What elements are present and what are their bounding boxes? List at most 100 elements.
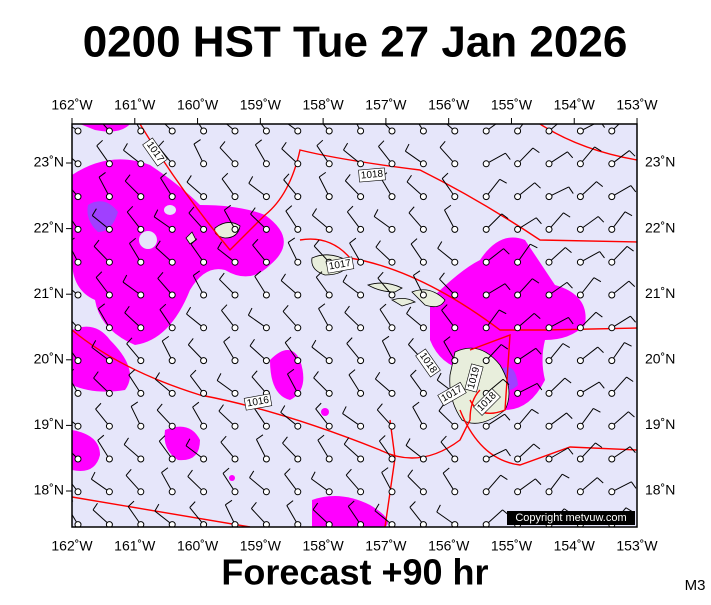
barb-flag <box>535 347 542 355</box>
barb-staff <box>485 248 504 263</box>
barb-staff <box>643 181 658 197</box>
station <box>137 291 145 299</box>
station <box>325 127 333 135</box>
barb-staff <box>125 475 142 493</box>
station <box>451 422 459 430</box>
barb-flag <box>503 248 510 255</box>
barb-staff <box>580 311 597 329</box>
station <box>262 422 270 430</box>
station <box>137 488 145 496</box>
lon-label-top: 153˚W <box>616 97 658 113</box>
barb-staff <box>485 413 505 427</box>
station <box>514 193 522 201</box>
barb-staff <box>580 277 595 296</box>
station <box>231 422 239 430</box>
barb-flag <box>662 120 667 126</box>
station <box>576 225 584 233</box>
station <box>482 422 490 430</box>
barb-flag <box>412 107 418 112</box>
barb-staff <box>643 250 661 262</box>
station <box>545 291 553 299</box>
lat-label-left: 21˚N <box>34 285 64 301</box>
station <box>419 521 427 527</box>
barb-staff <box>344 180 361 197</box>
barb-staff <box>443 341 456 361</box>
station <box>200 160 208 168</box>
barb-flag <box>124 174 131 182</box>
station <box>231 389 239 397</box>
barb-staff <box>346 343 361 361</box>
lon-label-top: 156˚W <box>428 97 470 113</box>
station <box>357 160 365 168</box>
barb-flag <box>505 152 511 160</box>
barb-staff <box>123 444 142 460</box>
station <box>168 488 176 496</box>
station <box>294 422 302 430</box>
barb-staff <box>580 477 598 493</box>
barb-flag <box>597 346 604 353</box>
barb-staff <box>548 317 569 329</box>
station <box>608 193 616 201</box>
barb-staff <box>287 373 299 394</box>
station <box>640 390 646 396</box>
barb-flag <box>443 336 451 342</box>
barb-flag <box>218 404 224 412</box>
barb-staff <box>192 406 205 427</box>
lat-label-left: 22˚N <box>34 219 64 235</box>
barb-flag <box>64 469 70 475</box>
station <box>357 455 365 463</box>
barb-flag <box>535 217 542 225</box>
lon-label-bottom: 162˚W <box>51 538 93 554</box>
barb-staff <box>643 311 657 328</box>
barb-flag <box>251 501 257 509</box>
station <box>576 291 584 299</box>
station <box>514 389 522 397</box>
barb-staff <box>186 181 204 197</box>
station <box>576 193 584 201</box>
station <box>168 455 176 463</box>
barb-staff <box>221 178 236 197</box>
station <box>482 291 490 299</box>
station <box>137 422 145 430</box>
barb-flag <box>287 368 295 375</box>
station <box>294 225 302 233</box>
station <box>231 291 239 299</box>
barb-flag <box>532 147 540 154</box>
barb-flag <box>95 402 102 410</box>
barb-flag <box>630 315 637 323</box>
barb-flag <box>595 311 603 318</box>
barb-staff <box>130 406 142 427</box>
station <box>608 455 616 463</box>
barb-staff <box>440 441 456 460</box>
barb-flag <box>248 176 254 184</box>
lat-label-left: 19˚N <box>34 416 64 432</box>
barb-flag <box>593 407 601 413</box>
barb-flag <box>62 142 66 149</box>
station <box>294 521 302 527</box>
barb-flag <box>596 477 604 484</box>
barb-staff <box>91 215 110 230</box>
barb-flag <box>93 371 99 379</box>
isobar-label-group: 1017 <box>325 256 355 274</box>
station <box>294 258 302 266</box>
barb-flag <box>192 270 201 276</box>
barb-flag <box>93 239 100 247</box>
isobar-label-group: 1016 <box>243 393 273 411</box>
barb-staff <box>410 375 424 394</box>
station <box>105 422 113 430</box>
station <box>388 160 396 168</box>
barb-staff <box>381 472 393 493</box>
barb-flag <box>406 306 412 314</box>
station <box>294 389 302 397</box>
barb-flag <box>628 116 634 121</box>
barb-flag <box>154 372 160 380</box>
barb-flag <box>350 107 356 112</box>
lon-label-top: 155˚W <box>491 97 533 113</box>
barb-staff <box>406 313 424 329</box>
station <box>74 389 82 397</box>
station <box>545 357 553 365</box>
barb-staff <box>189 507 204 525</box>
barb-staff <box>375 246 393 263</box>
barb-flag <box>533 443 541 450</box>
barb-flag <box>313 371 319 379</box>
